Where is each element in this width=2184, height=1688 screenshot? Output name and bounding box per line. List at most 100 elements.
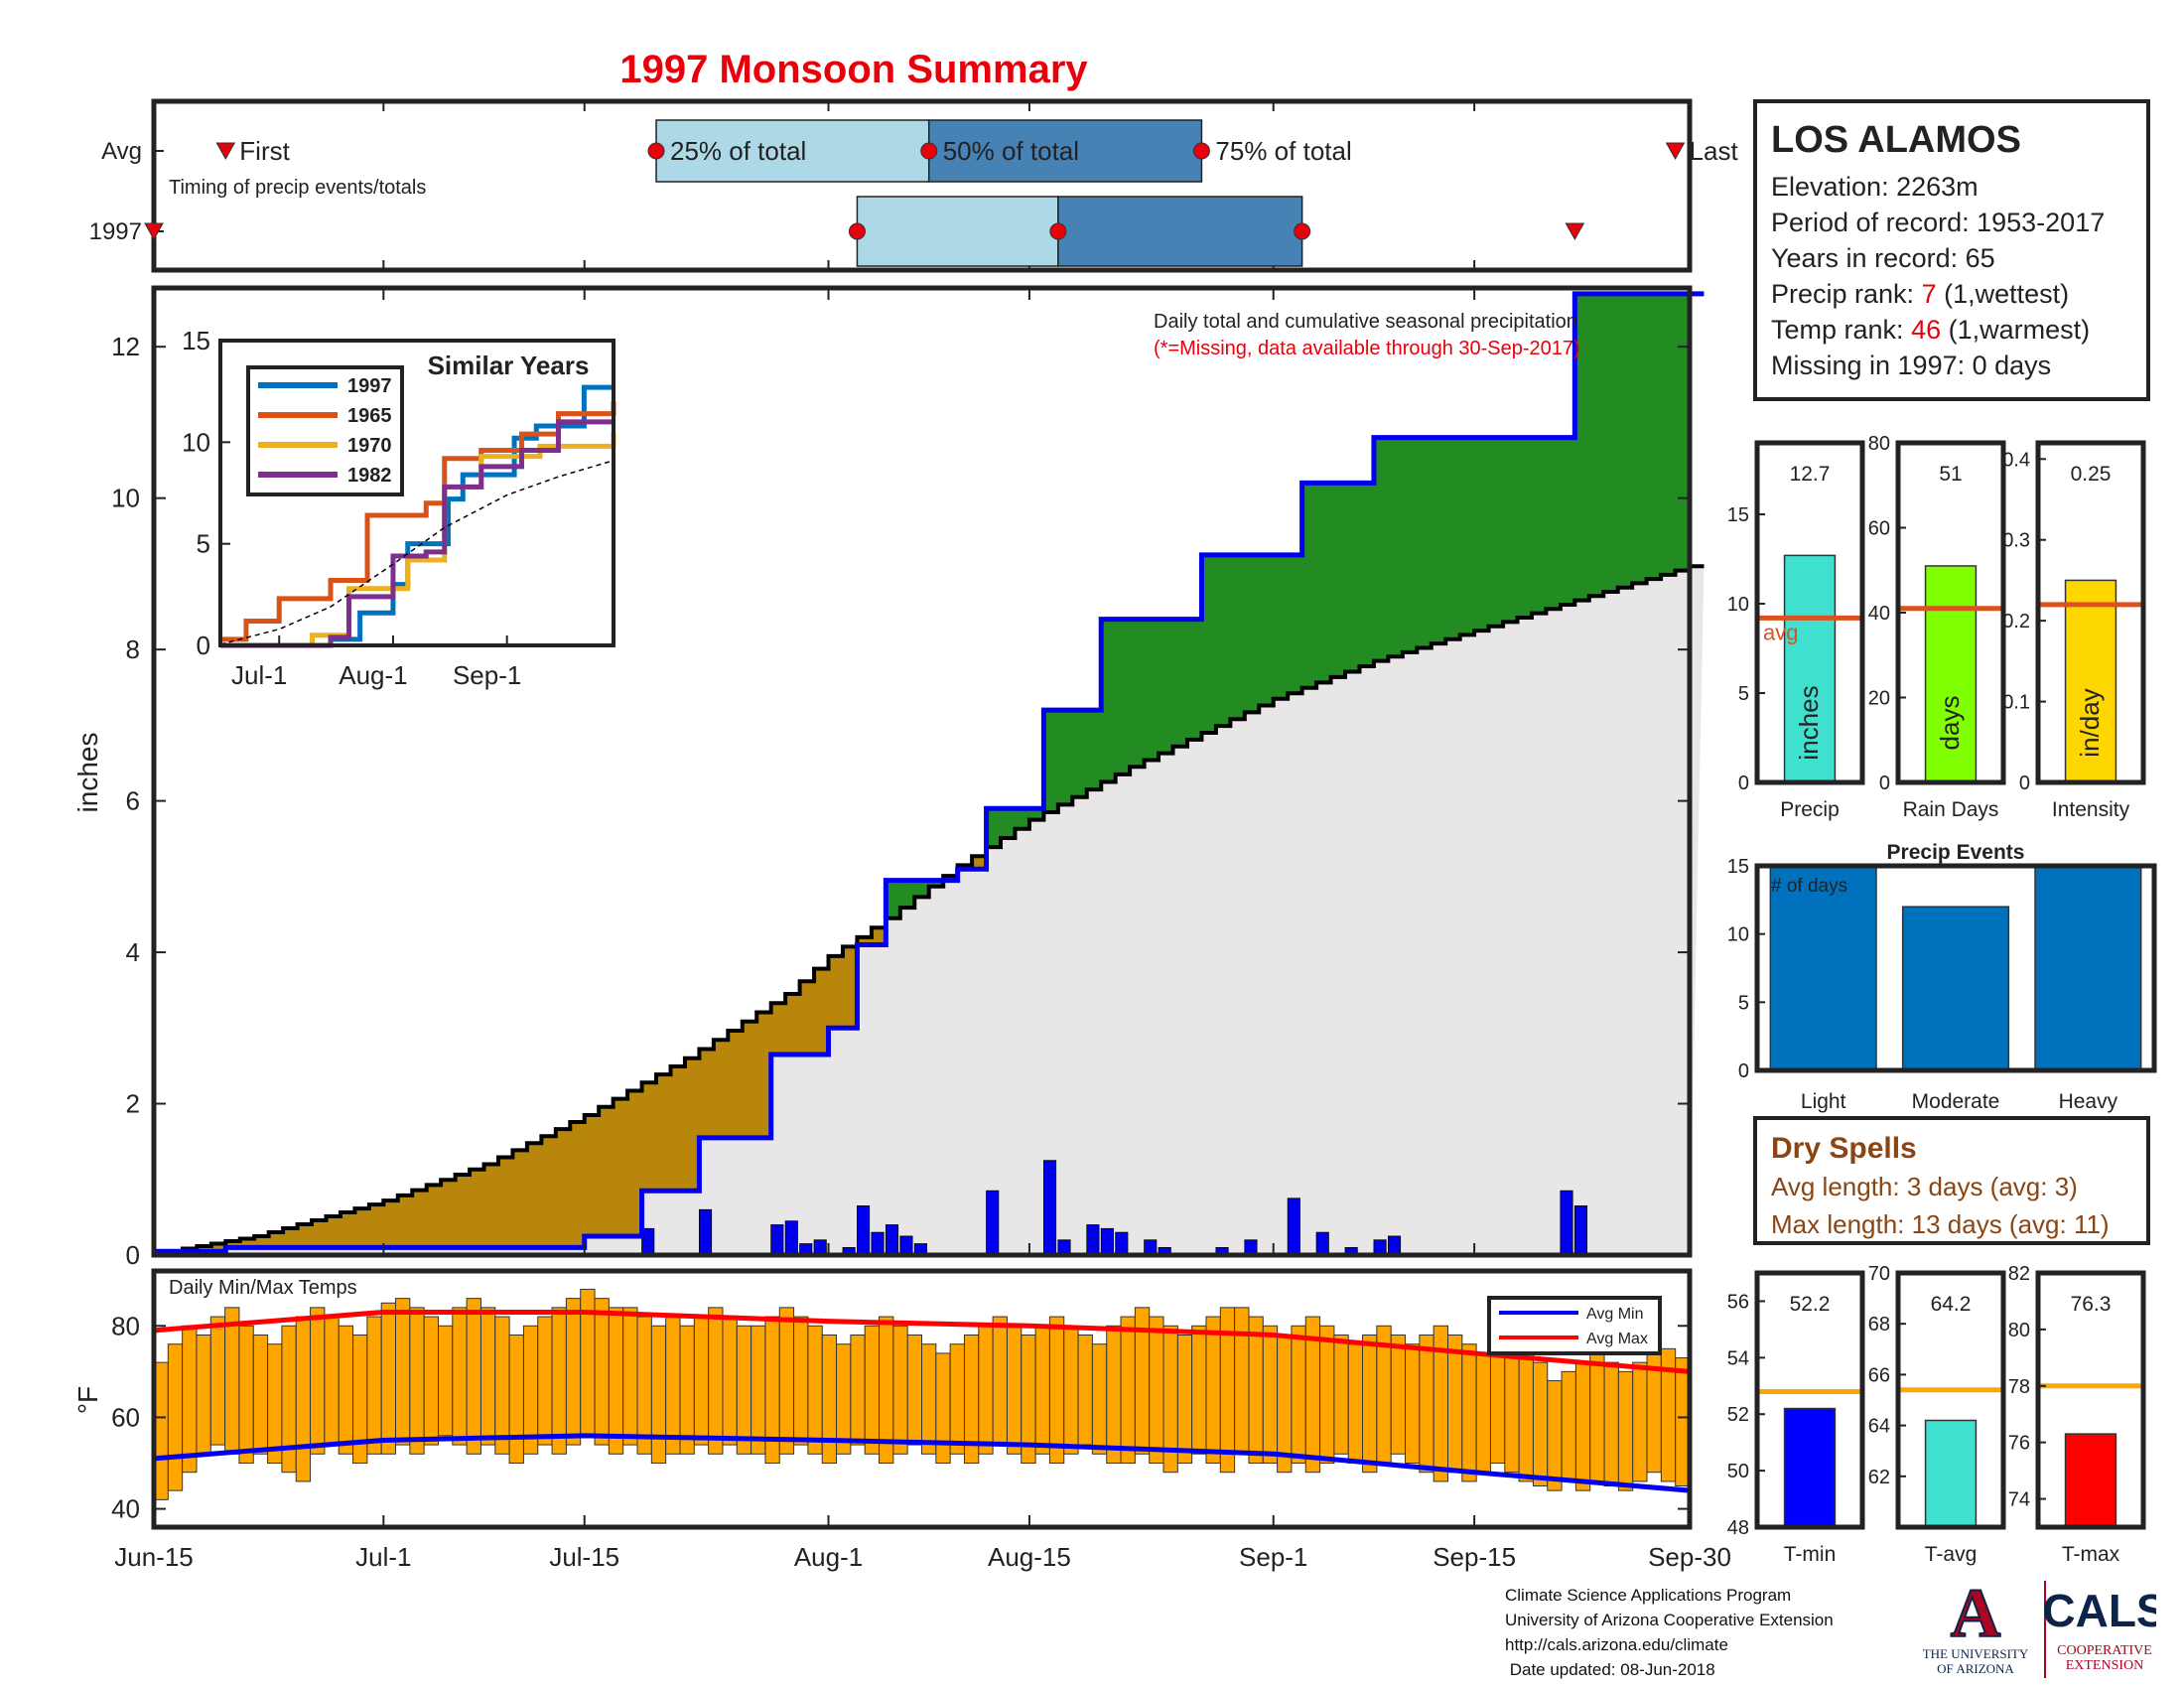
below-avg-fill bbox=[197, 1245, 212, 1252]
small-panel-frame bbox=[2035, 1270, 2146, 1530]
daily-precip-bar bbox=[770, 1224, 784, 1256]
daily-precip-bar bbox=[784, 1220, 798, 1256]
temp-range-bar bbox=[224, 1307, 240, 1455]
above-avg-fill bbox=[1617, 293, 1633, 588]
above-avg-fill bbox=[899, 880, 915, 909]
temp-rank-value: 46 bbox=[1911, 315, 1942, 345]
above-avg-fill bbox=[1632, 293, 1648, 584]
temp-range-bar bbox=[608, 1307, 624, 1455]
above-avg-fill bbox=[1288, 554, 1303, 694]
small-panel-ytick-label: 70 bbox=[1868, 1263, 1890, 1285]
inset-legend-label: 1970 bbox=[347, 435, 392, 457]
events-category-label: Light bbox=[1801, 1090, 1846, 1113]
small-panel-ytick-label: 76 bbox=[2008, 1433, 2030, 1455]
temp-range-bar bbox=[636, 1316, 652, 1455]
below-avg-fill bbox=[541, 1136, 557, 1248]
temp-range-bar bbox=[992, 1316, 1008, 1446]
below-avg-fill bbox=[326, 1216, 341, 1248]
small-panel-ytick-label: 74 bbox=[2008, 1489, 2030, 1511]
below-avg-fill bbox=[383, 1200, 399, 1248]
above-avg-fill bbox=[1086, 710, 1102, 790]
timing-annotation: Timing of precip events/totals bbox=[169, 177, 426, 199]
temp-range-bar bbox=[1333, 1335, 1349, 1455]
station-precip-rank: Precip rank: 7 (1,wettest) bbox=[1771, 276, 2132, 312]
temp-range-bar bbox=[196, 1335, 211, 1455]
temp-range-bar bbox=[1091, 1343, 1108, 1455]
small-panel-label: Precip bbox=[1780, 798, 1840, 821]
station-temp-rank: Temp rank: 46 (1,warmest) bbox=[1771, 312, 2132, 348]
temp-range-bar bbox=[252, 1335, 269, 1455]
temp-range-bar bbox=[452, 1307, 468, 1446]
temp-range-bar bbox=[836, 1343, 852, 1455]
station-name: LOS ALAMOS bbox=[1771, 119, 2021, 161]
below-avg-fill bbox=[397, 1195, 413, 1248]
footer-url: http://cals.arizona.edu/climate bbox=[1505, 1635, 1728, 1654]
below-avg-fill bbox=[770, 1003, 786, 1055]
below-avg-fill bbox=[555, 1129, 571, 1248]
events-title: Precip Events bbox=[1887, 841, 2025, 864]
timing-marker-q50 bbox=[1049, 222, 1067, 240]
daily-precip-bar bbox=[1315, 1231, 1329, 1256]
inset-series-line bbox=[220, 384, 614, 648]
cals-logo-line2: EXTENSION bbox=[2066, 1658, 2144, 1673]
temp-range-bar bbox=[167, 1343, 184, 1491]
temp-range-bar bbox=[622, 1307, 638, 1446]
temp-range-bar bbox=[1446, 1335, 1463, 1474]
temp-range-bar bbox=[594, 1298, 610, 1446]
inset-xtick-label: Aug-1 bbox=[339, 660, 407, 690]
small-panel-ytick-label: 10 bbox=[1727, 594, 1749, 616]
timing-label-first: First bbox=[239, 136, 290, 166]
temp-xtick-label: Sep-30 bbox=[1648, 1542, 1731, 1572]
daily-precip-bar bbox=[1086, 1224, 1100, 1256]
temp-range-bar bbox=[1291, 1325, 1306, 1465]
temp-range-bar bbox=[1532, 1361, 1549, 1487]
ua-logo-letter: A bbox=[1951, 1576, 2001, 1652]
above-avg-fill bbox=[1388, 437, 1404, 657]
temp-range-bar bbox=[1518, 1352, 1534, 1482]
temp-range-bar bbox=[1205, 1316, 1221, 1464]
precip-ytick-label: 4 bbox=[126, 937, 140, 967]
below-avg-fill bbox=[470, 1169, 485, 1248]
events-frame bbox=[1754, 863, 2157, 1073]
small-panel-bar bbox=[1783, 1407, 1837, 1528]
temp-rank-label: Temp rank: bbox=[1771, 315, 1912, 345]
timing-marker-q25 bbox=[848, 222, 866, 240]
inset-legend-label: 1997 bbox=[347, 375, 392, 397]
chart-title: 1997 Monsoon Summary bbox=[619, 48, 1088, 91]
above-avg-fill bbox=[1417, 437, 1433, 648]
temp-range-bar bbox=[1547, 1380, 1563, 1491]
above-avg-fill bbox=[1130, 619, 1146, 768]
temp-range-bar bbox=[537, 1316, 553, 1446]
temp-range-bar bbox=[1461, 1343, 1477, 1482]
above-avg-fill bbox=[1646, 293, 1662, 580]
small-panel-label: T-avg bbox=[1925, 1543, 1978, 1566]
temp-legend-max: Avg Max bbox=[1586, 1331, 1648, 1347]
daily-precip-bar bbox=[857, 1205, 871, 1256]
above-avg-fill bbox=[914, 880, 930, 898]
temp-legend-min: Avg Min bbox=[1586, 1306, 1644, 1323]
footer-university: University of Arizona Cooperative Extens… bbox=[1505, 1611, 1834, 1629]
small-panel-ytick-label: 0 bbox=[1738, 773, 1749, 794]
temp-ytick-label: 80 bbox=[111, 1311, 140, 1340]
station-years: Years in record: 65 bbox=[1771, 243, 1995, 273]
temp-range-bar bbox=[1347, 1343, 1364, 1464]
daily-precip-bar bbox=[986, 1190, 1000, 1256]
timing-marker-q25 bbox=[647, 142, 665, 160]
above-avg-fill bbox=[1072, 710, 1088, 797]
cals-logo-text: CALS bbox=[2042, 1585, 2156, 1636]
temp-ytick-label: 60 bbox=[111, 1402, 140, 1432]
temp-range-bar bbox=[1006, 1325, 1023, 1455]
small-panel-ytick-label: 80 bbox=[1868, 433, 1890, 455]
inset-xtick-label: Sep-1 bbox=[453, 660, 521, 690]
station-missing: Missing in 1997: 0 days bbox=[1771, 351, 2052, 380]
small-panel-ytick-label: 0.1 bbox=[2002, 692, 2030, 714]
temp-range-bar bbox=[1574, 1361, 1591, 1491]
small-panel-ytick-label: 0.4 bbox=[2002, 449, 2030, 471]
temp-range-bar bbox=[751, 1325, 766, 1455]
above-avg-fill bbox=[1330, 483, 1346, 677]
temp-range-bar bbox=[1475, 1352, 1491, 1474]
small-panel-value: 51 bbox=[1939, 463, 1962, 486]
temp-range-bar bbox=[1277, 1335, 1293, 1474]
temp-range-bar bbox=[1561, 1370, 1576, 1482]
